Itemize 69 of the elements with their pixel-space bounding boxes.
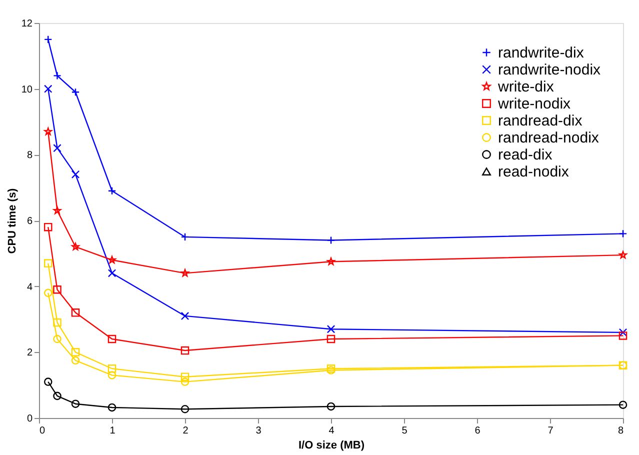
x-tick-label: 6: [474, 426, 481, 436]
x-tick-label: 3: [256, 426, 262, 436]
point: [618, 332, 628, 340]
point: [326, 324, 336, 334]
point: [44, 84, 52, 93]
point: [53, 392, 62, 400]
legend-label: read-nodix: [498, 164, 570, 180]
y-tick-label: 12: [21, 18, 33, 30]
point: [108, 334, 116, 344]
point: [108, 403, 116, 412]
x-tick-label: 4: [328, 426, 335, 436]
point: [108, 364, 116, 373]
point: [618, 400, 628, 409]
point: [618, 328, 628, 337]
point: [326, 364, 336, 373]
point: [71, 400, 80, 408]
point: [53, 144, 62, 152]
legend-label: randwrite-dix: [498, 44, 584, 62]
x-tick-label: 2: [182, 426, 189, 436]
legend-label: randread-dix: [498, 112, 583, 130]
x-tick-label: 8: [618, 426, 624, 436]
y-tick-label: 2: [26, 348, 33, 359]
point: [53, 318, 62, 327]
point: [44, 127, 52, 136]
point: [72, 242, 80, 250]
point: [44, 378, 52, 386]
y-tick-label: 6: [26, 216, 33, 227]
point: [108, 186, 116, 196]
point: [180, 346, 190, 355]
point: [53, 334, 62, 344]
point: [326, 236, 336, 244]
point: [71, 348, 80, 356]
legend-label: randread-nodix: [498, 130, 600, 146]
point: [53, 285, 62, 294]
x-tick-label: 1: [110, 426, 116, 436]
legend-label: write-dix: [497, 78, 554, 96]
point: [108, 256, 116, 264]
point: [180, 378, 190, 386]
point: [326, 334, 336, 344]
point: [71, 308, 80, 317]
x-tick-label: 7: [548, 426, 554, 436]
point: [326, 402, 336, 411]
y-tick-label: 4: [26, 282, 33, 293]
point: [619, 250, 627, 259]
legend-label: write-nodix: [497, 96, 572, 112]
legend-label: randwrite-nodix: [498, 62, 602, 78]
point: [44, 35, 52, 44]
point: [71, 356, 80, 365]
y-axis-title: CPU time (s): [6, 188, 18, 254]
y-tick-label: 10: [21, 84, 33, 96]
point: [108, 269, 116, 278]
point: [618, 230, 628, 238]
point: [44, 288, 52, 298]
point: [71, 170, 80, 179]
point: [53, 206, 62, 214]
point: [71, 88, 80, 96]
point: [180, 232, 190, 242]
x-axis-title: I/O size (MB): [298, 440, 365, 452]
point: [180, 372, 190, 381]
point: [180, 312, 190, 320]
point: [108, 371, 116, 380]
legend-label: read-dix: [498, 146, 553, 164]
y-tick-label: 0: [26, 414, 33, 424]
point: [44, 259, 52, 268]
x-tick-label: 0: [40, 426, 46, 436]
point: [44, 222, 52, 232]
x-tick-label: 5: [402, 426, 408, 436]
y-tick-label: 8: [26, 150, 33, 162]
point: [180, 404, 190, 414]
